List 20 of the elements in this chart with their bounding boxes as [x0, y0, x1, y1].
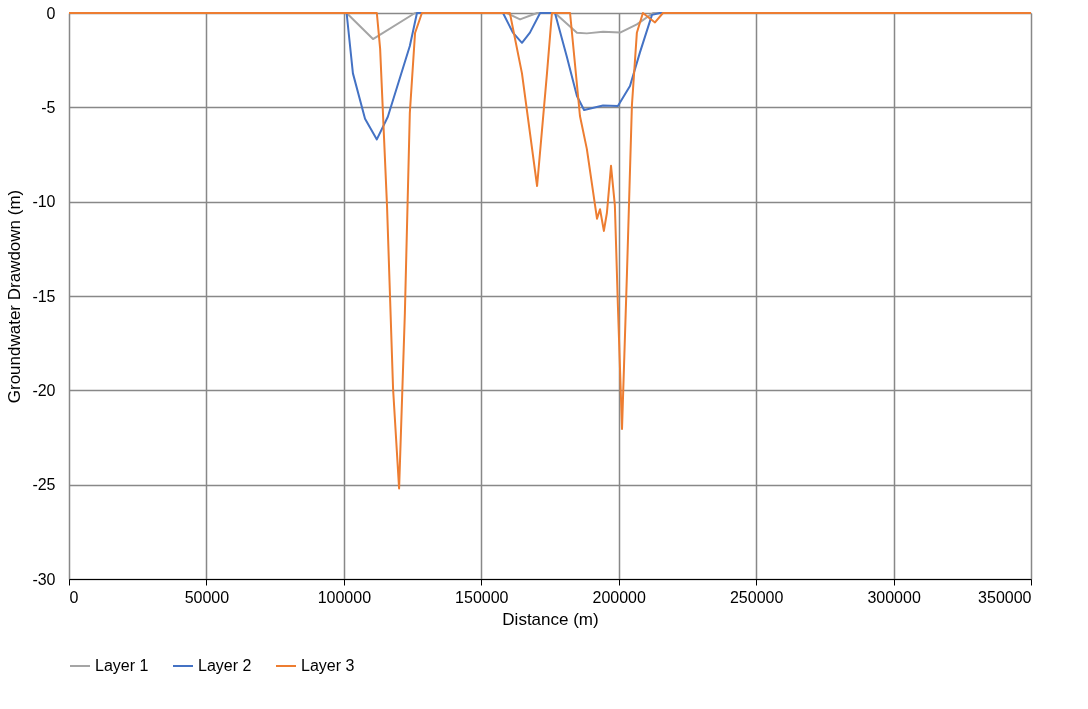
x-tick-label: 50000 — [184, 588, 230, 606]
legend-label: Layer 1 — [95, 657, 149, 674]
y-tick-label: -20 — [32, 381, 56, 399]
y-tick-label: -10 — [32, 193, 56, 211]
x-tick-label: 100000 — [317, 588, 372, 606]
x-tick-label: 250000 — [729, 588, 784, 606]
y-tick-label: -15 — [32, 287, 56, 305]
y-tick-label: -25 — [32, 476, 56, 494]
x-tick-label: 200000 — [592, 588, 647, 606]
y-tick-label: -30 — [32, 570, 56, 588]
x-tick-label: 350000 — [978, 588, 1032, 606]
x-tick-label: 0 — [69, 588, 79, 606]
x-axis-title: Distance (m) — [502, 609, 599, 629]
y-tick-label: 0 — [46, 4, 56, 22]
legend-label: Layer 3 — [301, 657, 355, 674]
y-tick-label: -5 — [41, 98, 56, 116]
x-tick-label: 300000 — [867, 588, 921, 606]
y-axis-title: Groundwater Drawdown (m) — [5, 189, 25, 404]
x-tick-label: 150000 — [455, 588, 509, 606]
legend-label: Layer 2 — [198, 657, 252, 674]
